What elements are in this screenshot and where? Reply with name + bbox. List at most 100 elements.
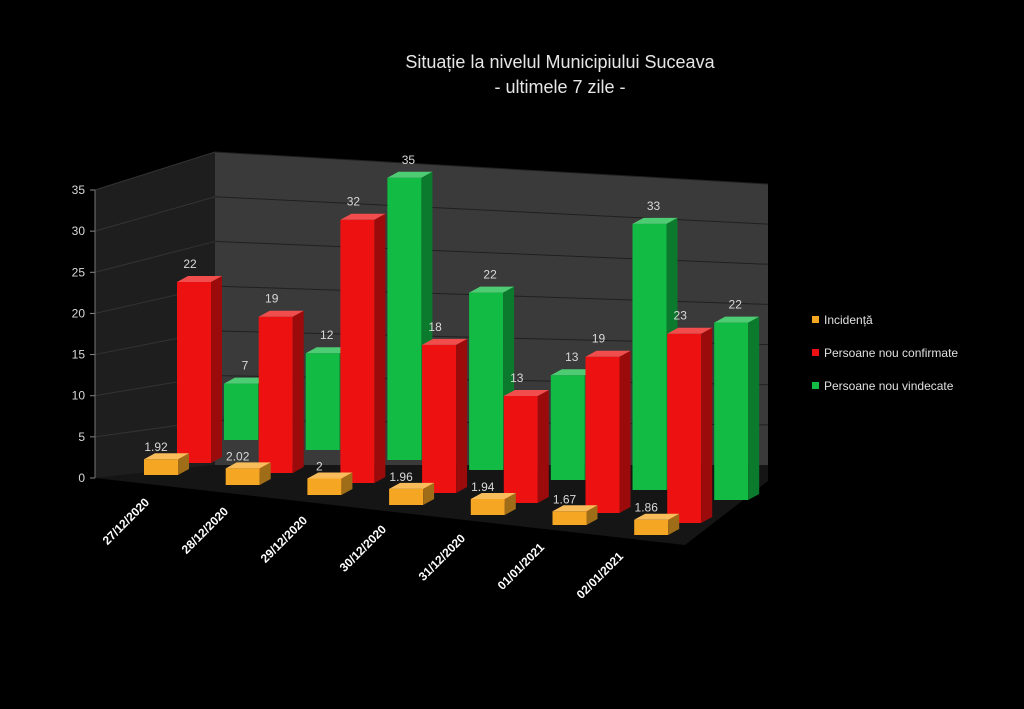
chart-title-line-2: - ultimele 7 zile -	[494, 77, 625, 97]
legend-entry: Persoane nou vindecate	[824, 379, 954, 393]
bar-front	[225, 468, 260, 485]
bar-top	[224, 377, 269, 384]
bar-front	[585, 356, 620, 513]
x-category-label: 31/12/2020	[416, 531, 469, 584]
y-tick-label: 20	[72, 306, 86, 320]
bar-front	[632, 223, 667, 490]
y-tick-label: 25	[72, 265, 86, 279]
bar-top	[634, 513, 680, 520]
y-axis-ticks: 0 5 10 15 20 25 30 35	[72, 183, 86, 485]
bar-front	[550, 375, 585, 480]
bar-front	[714, 322, 749, 500]
bar-persoane-nou-confirmate-3	[422, 338, 468, 493]
bar-front	[224, 383, 258, 440]
bar-top	[550, 369, 596, 376]
legend: Incidență Persoane nou confirmate Persoane…	[812, 313, 958, 393]
bar-inciden--2	[307, 472, 353, 495]
bar-top	[667, 327, 713, 334]
data-label: 22	[183, 257, 197, 271]
bar-front	[503, 396, 538, 503]
bar-top	[305, 347, 351, 354]
gridline-side	[94, 151, 216, 191]
bar-persoane-nou-confirmate-2	[340, 213, 386, 483]
data-label: 22	[729, 298, 743, 312]
bar-inciden--0	[144, 453, 189, 475]
bar-side	[292, 310, 304, 473]
bar-side	[341, 472, 353, 495]
bar-inciden--5	[552, 505, 598, 525]
bar-front	[552, 511, 587, 525]
y-tick-label: 15	[72, 348, 86, 362]
bar-side	[456, 338, 468, 493]
legend-entry: Persoane nou confirmate	[824, 346, 958, 360]
bar-side	[668, 513, 680, 535]
data-label: 7	[242, 359, 249, 373]
data-label: 2.02	[226, 449, 250, 463]
bar-side	[748, 316, 760, 500]
bar-side	[586, 505, 598, 525]
bar-side	[374, 213, 386, 483]
x-category-label: 02/01/2021	[574, 549, 627, 602]
x-category-label: 27/12/2020	[100, 495, 153, 548]
bar-inciden--1	[225, 462, 271, 485]
bar-top	[422, 338, 468, 345]
bar-side	[537, 390, 549, 503]
bar-top	[225, 462, 271, 469]
data-labels: 7 12 35 22 13 33 22 22 19 32 18 13 19 23 1.92 2.02 2 1.96…	[144, 153, 742, 515]
bar-side	[178, 453, 189, 475]
legend-entry: Incidență	[824, 313, 873, 327]
bar-top	[144, 453, 189, 460]
bar-persoane-nou-confirmate-1	[258, 310, 304, 473]
bar-front	[144, 459, 178, 475]
data-label: 1.92	[144, 440, 168, 454]
legend-swatch	[812, 382, 819, 389]
data-label: 19	[592, 332, 606, 346]
bar-persoane-nou-confirmate-5	[585, 350, 631, 513]
data-label: 18	[428, 320, 442, 334]
bar-front	[387, 177, 422, 461]
bar-inciden--3	[389, 482, 435, 505]
gridline-side	[94, 240, 216, 273]
bar-front	[470, 499, 505, 515]
bar-side	[701, 327, 713, 523]
bar-front	[422, 344, 457, 493]
legend-swatch	[812, 316, 819, 323]
data-label: 22	[483, 268, 497, 282]
data-label: 13	[510, 371, 524, 385]
bar-front	[305, 353, 340, 450]
data-label: 35	[402, 153, 416, 167]
data-label: 1.86	[635, 501, 659, 515]
x-category-label: 01/01/2021	[495, 540, 548, 593]
bar-top	[340, 213, 386, 220]
data-label: 33	[647, 199, 661, 213]
bar-top	[470, 493, 516, 499]
bar-persoane-nou-vindecate-6	[714, 316, 760, 500]
bar-front	[634, 519, 669, 535]
bar-side	[504, 493, 516, 515]
bar-top	[714, 316, 760, 323]
y-tick-label: 30	[72, 224, 86, 238]
bar-inciden--4	[470, 493, 516, 515]
bar-persoane-nou-confirmate-4	[503, 390, 549, 503]
data-label: 1.96	[389, 470, 413, 484]
gridline-side	[94, 196, 216, 232]
data-label: 12	[320, 328, 334, 342]
bar-persoane-nou-confirmate-0	[177, 276, 222, 463]
bar-side	[259, 462, 271, 485]
bar-top	[389, 482, 435, 489]
bar-side	[423, 482, 435, 505]
bar-front	[340, 219, 375, 483]
y-tick-label: 0	[78, 471, 85, 485]
data-label: 23	[674, 309, 688, 323]
y-tick-label: 10	[72, 389, 86, 403]
bar-top	[552, 505, 598, 512]
bar-top	[469, 286, 515, 293]
bar-front	[307, 478, 342, 495]
bars	[144, 171, 760, 535]
bar-top	[258, 310, 304, 317]
bar-top	[387, 171, 433, 178]
gridline-back	[214, 151, 769, 185]
data-label: 2	[316, 460, 323, 474]
